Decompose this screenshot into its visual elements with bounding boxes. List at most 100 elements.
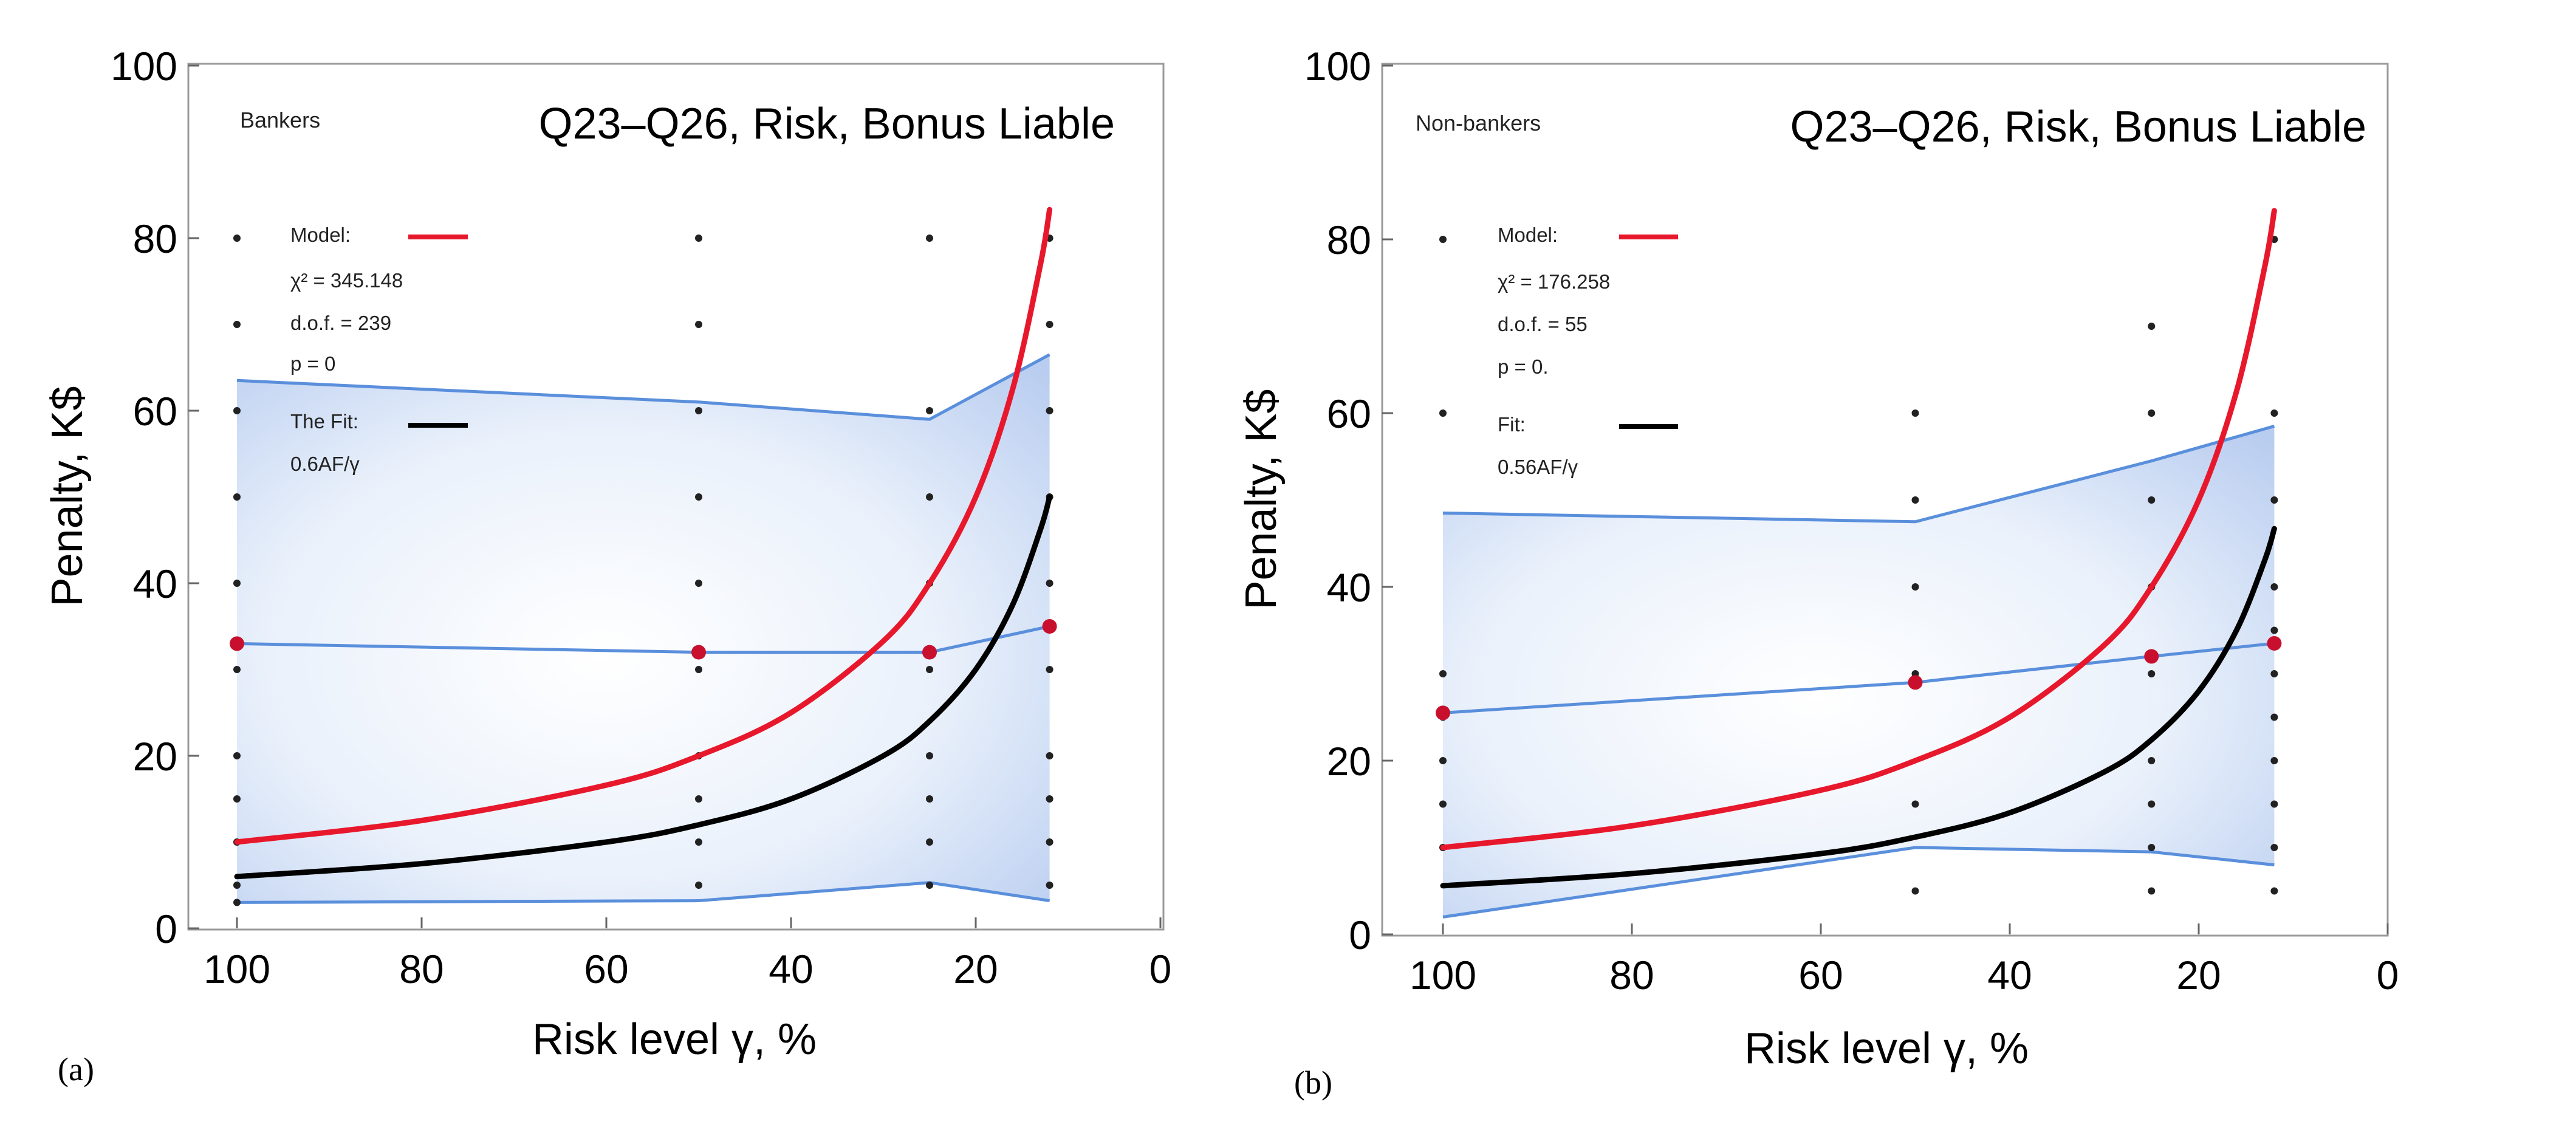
raw-data-point <box>2270 887 2278 895</box>
raw-data-point <box>2148 757 2156 764</box>
band-upper-line <box>1442 425 2275 524</box>
raw-data-point <box>926 795 933 803</box>
raw-data-point <box>2270 496 2278 504</box>
raw-data-point <box>1046 666 1053 673</box>
raw-data-point <box>695 235 702 242</box>
legend-stat-dof: d.o.f. = 239 <box>290 312 391 334</box>
panel-label-a: (a) <box>58 1051 94 1087</box>
raw-data-point <box>1911 496 1919 504</box>
raw-data-point <box>1046 752 1053 759</box>
band-mean-line <box>236 625 1050 654</box>
mean-data-point <box>691 645 706 660</box>
mean-data-point <box>2267 635 2282 651</box>
legend: Model: χ² = 345.148 d.o.f. = 239 p = 0 T… <box>290 224 468 475</box>
mean-data-point <box>922 645 937 660</box>
raw-data-point <box>2148 887 2156 895</box>
band-lower-line <box>1442 846 2275 919</box>
mean-data-point <box>230 636 244 651</box>
mean-data-point <box>1908 675 1923 690</box>
legend-fit-label: Fit: <box>1498 413 1526 436</box>
y-tick-label: 20 <box>133 734 177 779</box>
x-tick-label: 40 <box>769 947 813 992</box>
x-tick-label: 60 <box>1798 953 1843 998</box>
legend-stat-chi2: χ² = 345.148 <box>290 269 403 292</box>
raw-data-point <box>2270 583 2278 591</box>
raw-data-point <box>233 321 241 328</box>
raw-data-point <box>2148 800 2156 808</box>
raw-data-point <box>233 882 241 889</box>
raw-data-point <box>695 838 702 846</box>
legend-model-label: Model: <box>1498 224 1558 246</box>
raw-data-point <box>233 235 241 242</box>
raw-data-point <box>926 407 933 414</box>
x-tick-label: 100 <box>1410 953 1476 998</box>
y-tick-label: 0 <box>155 906 177 951</box>
raw-data-point <box>695 580 702 587</box>
raw-data-point <box>2148 409 2156 417</box>
confidence-band-fill <box>1443 426 2275 917</box>
legend-model-label: Model: <box>290 224 351 246</box>
raw-data-point <box>1046 882 1053 889</box>
model-curve <box>1440 208 2277 851</box>
x-tick-label: 20 <box>953 947 998 992</box>
raw-data-point <box>2270 757 2278 764</box>
raw-data-point <box>1911 887 1919 895</box>
chart-title: Q23–Q26, Risk, Bonus Liable <box>538 100 1115 148</box>
legend-fit-label: The Fit: <box>290 410 358 433</box>
mean-data-point <box>2144 649 2159 664</box>
raw-data-point <box>926 666 933 673</box>
legend-stat-p: p = 0 <box>290 352 335 375</box>
x-tick-label: 0 <box>2377 953 2399 998</box>
raw-data-point <box>2270 670 2278 677</box>
legend-fit-formula: 0.6AF/γ <box>290 453 360 475</box>
raw-data-point <box>2148 670 2156 677</box>
mean-data-point <box>1042 619 1057 634</box>
raw-data-point <box>233 666 241 673</box>
raw-data-point <box>1046 838 1053 846</box>
raw-data-point <box>2148 323 2156 330</box>
raw-data-point <box>233 407 241 414</box>
raw-data-point <box>695 493 702 501</box>
raw-data-point <box>695 321 702 328</box>
raw-data-point <box>926 493 933 501</box>
chart-panel-non-bankers: 100 80 60 40 20 0 0 20 40 60 80 100 Non-bankers Q23… <box>1237 44 2399 1073</box>
raw-data-point <box>695 666 702 673</box>
y-tick-label: 60 <box>133 389 177 434</box>
raw-data-point <box>926 752 933 759</box>
raw-data-point <box>233 899 241 906</box>
raw-data-point <box>2270 844 2278 851</box>
x-tick-label: 80 <box>399 947 444 992</box>
raw-data-point <box>2270 800 2278 808</box>
raw-data-point <box>1911 800 1919 808</box>
raw-data-point <box>233 580 241 587</box>
model-curve <box>234 207 1053 845</box>
panel-label-b: (b) <box>1294 1064 1332 1101</box>
raw-data-point <box>926 235 933 242</box>
legend: Model: χ² = 176.258 d.o.f. = 55 p = 0. F… <box>1498 224 1678 478</box>
confidence-band-fill <box>237 354 1050 903</box>
raw-data-point <box>2148 844 2156 851</box>
y-axis-label: Penalty, K$ <box>43 386 92 607</box>
y-tick-label: 40 <box>1327 565 1371 610</box>
x-tick-label: 60 <box>584 947 628 992</box>
raw-data-point <box>1439 409 1447 417</box>
raw-data-point <box>1046 407 1053 414</box>
raw-data-point <box>2270 409 2278 417</box>
y-axis-label: Penalty, K$ <box>1237 389 1286 610</box>
x-axis-label: Risk level γ, % <box>532 1015 817 1064</box>
raw-data-point <box>1439 236 1447 243</box>
raw-data-point <box>233 795 241 803</box>
group-label: Bankers <box>240 108 320 132</box>
raw-data-point <box>1911 409 1919 417</box>
x-tick-label: 80 <box>1609 953 1654 998</box>
fit-curve <box>1440 526 2277 889</box>
raw-data-point <box>2270 713 2278 721</box>
x-tick-label: 20 <box>2176 953 2221 998</box>
raw-data-point <box>695 407 702 414</box>
raw-data-point <box>2148 496 2156 504</box>
raw-data-point <box>1439 757 1447 764</box>
fit-curve <box>234 494 1053 880</box>
x-tick-label: 40 <box>1987 953 2032 998</box>
raw-data-point <box>233 752 241 759</box>
